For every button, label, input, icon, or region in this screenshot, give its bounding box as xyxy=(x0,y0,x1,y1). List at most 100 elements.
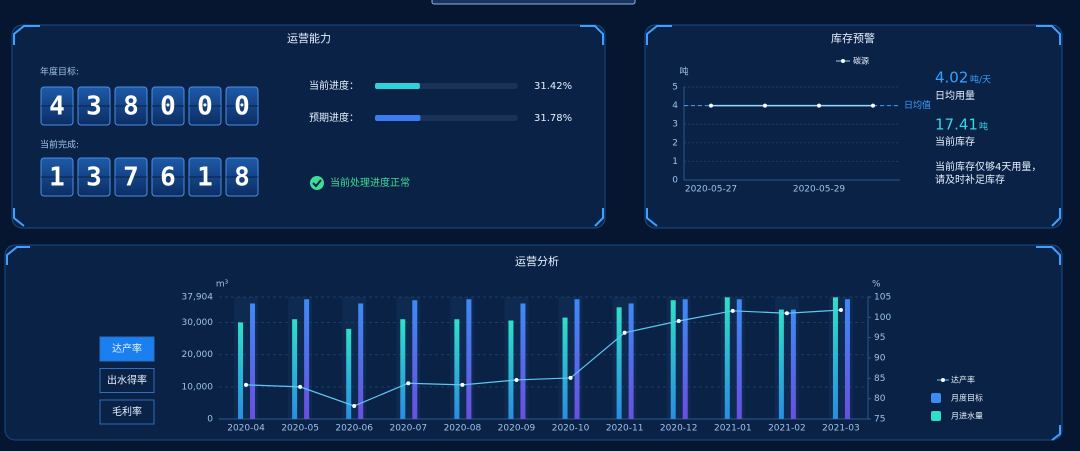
bar xyxy=(682,299,688,419)
label: 当前完成: xyxy=(40,139,79,151)
y2-tick-label: 100 xyxy=(874,313,891,323)
bar xyxy=(304,299,310,419)
point xyxy=(763,103,767,108)
progress-label: 预期进度： xyxy=(309,111,359,124)
legend-label: 碳源 xyxy=(853,56,869,66)
point xyxy=(676,318,681,323)
line xyxy=(246,309,841,407)
label: 年度目标: xyxy=(40,66,79,78)
y-tick-label: 30,000 xyxy=(182,318,214,328)
panel-title: 运营能力 xyxy=(287,31,331,45)
bar xyxy=(508,320,514,419)
button-label[interactable]: 达产率 xyxy=(112,342,142,355)
bar xyxy=(790,309,796,419)
digit: 3 xyxy=(86,163,102,193)
point xyxy=(817,103,821,108)
legend-icon xyxy=(941,378,945,382)
progress-value: 31.78% xyxy=(534,113,572,124)
x-tick-label: 2020-09 xyxy=(498,424,536,434)
panel xyxy=(11,24,606,229)
button[interactable] xyxy=(99,399,155,425)
bar xyxy=(358,303,364,419)
legend-label: 月度目标 xyxy=(951,393,983,403)
digit: 0 xyxy=(234,92,250,122)
bar xyxy=(520,303,526,419)
point xyxy=(730,308,735,313)
button-label[interactable]: 毛利率 xyxy=(112,405,142,418)
progress-label: 当前进度： xyxy=(309,79,359,92)
x-tick-label: 2021-03 xyxy=(822,424,860,434)
y-tick-label: 5 xyxy=(672,83,678,93)
button[interactable] xyxy=(99,368,155,393)
legend-label: 月进水量 xyxy=(951,411,983,421)
bar xyxy=(562,317,568,419)
y2-tick-label: 90 xyxy=(874,354,886,364)
point xyxy=(244,382,249,387)
digit: 8 xyxy=(234,163,250,193)
y-tick-label: 37,904 xyxy=(182,293,214,303)
bar xyxy=(628,303,634,419)
y-tick-label: 10,000 xyxy=(182,382,214,392)
bar xyxy=(346,328,352,419)
point xyxy=(406,381,411,386)
x-tick-label: 2020-08 xyxy=(444,424,482,434)
point xyxy=(298,384,303,389)
x-tick-label: 2020-04 xyxy=(227,424,265,434)
bar xyxy=(670,300,676,419)
legend-icon xyxy=(841,59,845,63)
status: 当前处理进度正常 xyxy=(330,176,410,189)
point xyxy=(784,311,789,316)
y-axis-label: m³ xyxy=(216,280,229,290)
bar xyxy=(250,303,256,419)
corner-decor xyxy=(6,25,1061,441)
digit: 0 xyxy=(160,92,176,122)
point xyxy=(622,330,627,335)
legend-label: 达产率 xyxy=(951,375,975,385)
stock-value: 17.41 xyxy=(935,116,978,134)
button[interactable] xyxy=(99,336,155,362)
y-axis-label: 吨 xyxy=(679,66,688,78)
legend-icon xyxy=(931,393,941,403)
y-tick-label: 0 xyxy=(207,415,213,425)
y-tick-label: 4 xyxy=(672,101,678,111)
bar xyxy=(844,299,850,419)
digit: 6 xyxy=(160,163,176,193)
point xyxy=(871,103,875,108)
bar xyxy=(400,319,406,419)
y-tick-label: 3 xyxy=(672,120,678,130)
progress-value: 31.42% xyxy=(534,81,572,92)
x-tick-label: 2020-05-29 xyxy=(793,185,846,195)
progress-bar xyxy=(375,83,420,89)
point xyxy=(709,103,713,108)
y2-tick-label: 80 xyxy=(874,394,886,404)
x-tick-label: 2020-05-27 xyxy=(685,185,737,195)
x-tick-label: 2021-02 xyxy=(768,424,806,434)
point xyxy=(352,403,357,408)
mark-line-label: 日均值 xyxy=(904,99,931,111)
digit: 1 xyxy=(49,163,65,193)
y-tick-label: 0 xyxy=(672,176,678,186)
panel xyxy=(644,24,1063,229)
y2-tick-label: 75 xyxy=(874,415,885,425)
bar xyxy=(412,300,418,419)
y-tick-label: 1 xyxy=(672,157,678,167)
panel-title: 库存预警 xyxy=(831,31,875,45)
point xyxy=(568,375,573,380)
daily-use-label: 日均用量 xyxy=(935,90,975,102)
digit: 8 xyxy=(123,92,139,122)
legend-icon xyxy=(931,411,941,421)
bar xyxy=(778,309,784,419)
x-tick-label: 2021-01 xyxy=(714,424,752,434)
point xyxy=(460,382,465,387)
button-label[interactable]: 出水得率 xyxy=(107,374,147,387)
bar xyxy=(616,307,622,419)
progress-bar xyxy=(375,115,421,121)
y-tick-label: 2 xyxy=(672,138,678,148)
bar xyxy=(238,322,244,419)
bar xyxy=(454,319,460,419)
bar xyxy=(736,299,742,419)
daily-use-unit: 吨/天 xyxy=(970,74,991,86)
x-tick-label: 2020-11 xyxy=(606,424,644,434)
x-tick-label: 2020-06 xyxy=(335,424,373,434)
